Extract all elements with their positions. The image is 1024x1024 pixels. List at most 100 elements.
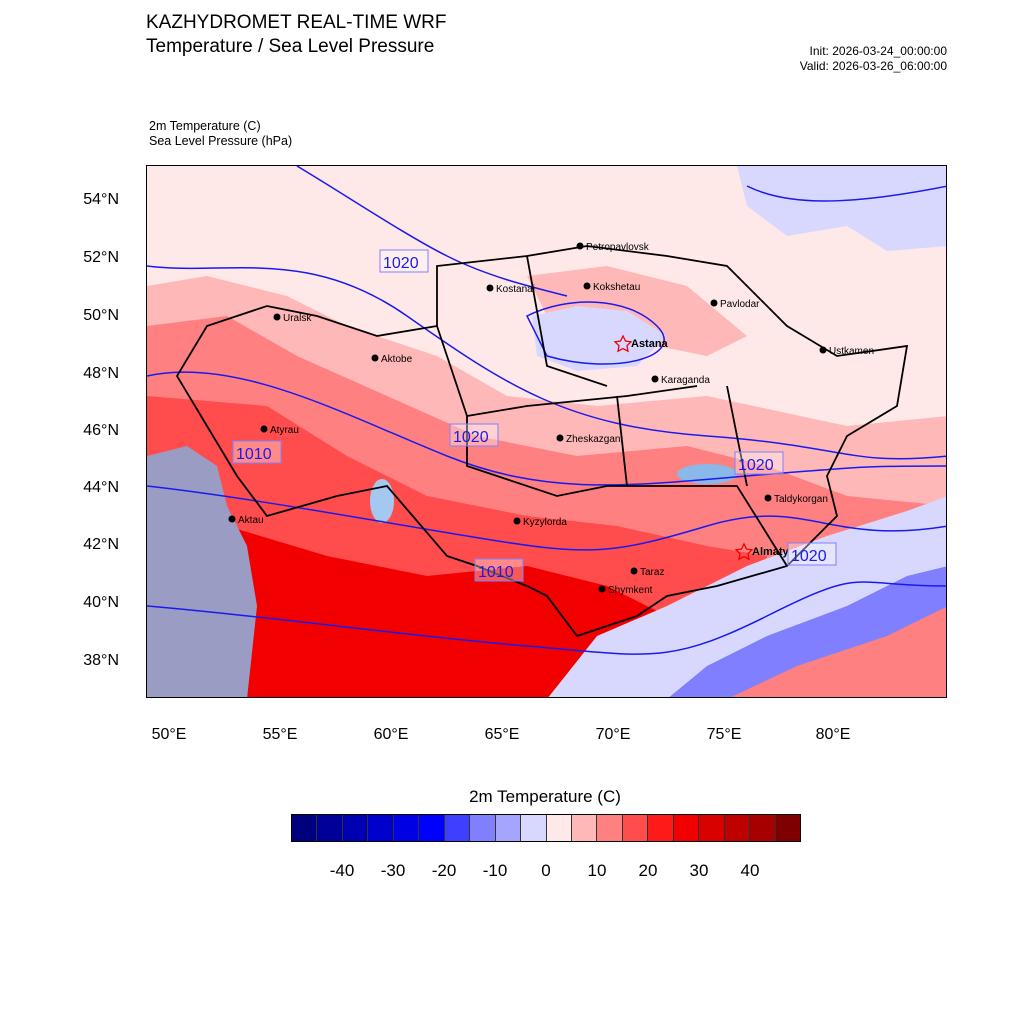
lon-label: 80°E	[815, 726, 851, 743]
city-dot	[371, 354, 379, 362]
hot-region	[227, 526, 667, 697]
colorbar-swatch	[648, 815, 674, 841]
city-dot	[764, 494, 772, 502]
city-dot	[583, 282, 591, 290]
caspian-sea	[147, 446, 257, 697]
isobar-label: 1020	[738, 457, 774, 474]
city-dot	[710, 299, 718, 307]
isobar-label: 1020	[453, 429, 489, 446]
colorbar-label: -30	[380, 861, 406, 880]
colorbar-label: 30	[689, 861, 709, 880]
lon-label: 50°E	[151, 726, 187, 743]
city-label: Zheskazgan	[566, 434, 620, 445]
isobar-label-box	[474, 558, 524, 582]
lat-label: 52°N	[83, 249, 119, 266]
colorbar-label: -10	[482, 861, 508, 880]
colorbar-swatch	[368, 815, 394, 841]
isobar-label: 1010	[478, 564, 514, 581]
cold-region	[737, 166, 946, 251]
colorbar-swatch	[699, 815, 725, 841]
colorbar-swatch	[724, 815, 751, 841]
field-names: 2m Temperature (C) Sea Level Pressure (h…	[149, 119, 292, 149]
colorbar-swatch	[393, 815, 420, 841]
city-label: Taldykorgan	[774, 494, 828, 505]
city-label: Aktau	[238, 515, 264, 526]
city-dot	[273, 313, 281, 321]
city-label: Ustkamen	[829, 346, 874, 357]
city-dot	[651, 375, 659, 383]
city-dot	[819, 346, 827, 354]
lat-label: 46°N	[83, 422, 119, 439]
lat-label: 50°N	[83, 307, 119, 324]
map-title-line1: KAZHYDROMET REAL-TIME WRF	[146, 12, 447, 33]
isobar-label: 1020	[383, 255, 419, 272]
city-label: Petropavlovsk	[586, 242, 650, 253]
colorbar-label: -40	[329, 861, 355, 880]
lat-label: 40°N	[83, 594, 119, 611]
init-time: Init: 2026-03-24_00:00:00	[809, 44, 947, 58]
lon-label: 55°E	[262, 726, 298, 743]
city-label: Taraz	[640, 567, 664, 578]
mild-region	[147, 166, 287, 206]
lat-label: 42°N	[83, 536, 119, 553]
city-label: Pavlodar	[720, 299, 760, 310]
colorbar-swatch	[317, 815, 343, 841]
map-canvas: Petropavlovsk Kostanai Kokshetau Pavloda…	[147, 166, 946, 697]
colorbar-label: 0	[541, 861, 551, 880]
isobar-label: 1010	[236, 446, 272, 463]
aral-sea	[370, 479, 394, 523]
isobar-label-box	[449, 423, 499, 447]
isobar-label: 1020	[791, 548, 827, 565]
colorbar-title: 2m Temperature (C)	[469, 787, 621, 806]
lat-label: 38°N	[83, 652, 119, 669]
capital-star	[613, 334, 633, 353]
field-temperature: 2m Temperature (C)	[149, 119, 261, 133]
colorbar-swatch	[546, 815, 572, 841]
colorbar-label: 20	[638, 861, 658, 880]
isobar-label-box	[734, 451, 784, 475]
field-pressure: Sea Level Pressure (hPa)	[149, 134, 293, 148]
city-dot	[576, 242, 584, 250]
colorbar-swatch	[673, 815, 700, 841]
city-label: Atyrau	[270, 425, 299, 436]
city-dot	[260, 425, 268, 433]
city-dot	[228, 515, 236, 523]
colorbar-swatch	[750, 815, 776, 841]
colorbar-swatch	[292, 815, 318, 841]
balkhash-lake	[677, 464, 737, 484]
map-panel[interactable]: Petropavlovsk Kostanai Kokshetau Pavloda…	[146, 165, 947, 698]
city-label: Astana	[631, 338, 669, 350]
city-label: Karaganda	[661, 375, 710, 386]
colorbar-swatch	[622, 815, 649, 841]
city-star	[734, 542, 754, 561]
colorbar-label: -20	[431, 861, 457, 880]
colorbar-swatch	[470, 815, 496, 841]
colorbar-swatch	[571, 815, 598, 841]
isobar-label-box	[232, 440, 282, 464]
city-dot	[598, 585, 606, 593]
city-label: Uralsk	[283, 313, 312, 324]
cold-peaks	[669, 566, 946, 697]
lat-label: 44°N	[83, 479, 119, 496]
valid-time: Valid: 2026-03-26_06:00:00	[799, 59, 947, 73]
map-title-line2: Temperature / Sea Level Pressure	[146, 36, 435, 57]
lat-label: 48°N	[83, 365, 119, 382]
colorbar-swatch	[775, 815, 801, 841]
colorbar-swatch	[342, 815, 369, 841]
warm-patch-north	[527, 266, 747, 356]
lon-label: 70°E	[595, 726, 631, 743]
time-info: Init: 2026-03-24_00:00:00 Valid: 2026-03…	[800, 44, 947, 74]
lon-label: 60°E	[373, 726, 409, 743]
city-label: Kokshetau	[593, 282, 640, 293]
colorbar-label: 40	[740, 861, 760, 880]
colorbar	[291, 814, 801, 842]
city-dot	[630, 567, 638, 575]
city-dot	[486, 284, 494, 292]
lon-label: 75°E	[706, 726, 742, 743]
lat-label: 54°N	[83, 191, 119, 208]
city-dot	[556, 434, 564, 442]
isobar-label-box	[787, 542, 837, 566]
city-markers	[228, 242, 827, 593]
colorbar-label: 10	[587, 861, 607, 880]
lon-label: 65°E	[484, 726, 520, 743]
